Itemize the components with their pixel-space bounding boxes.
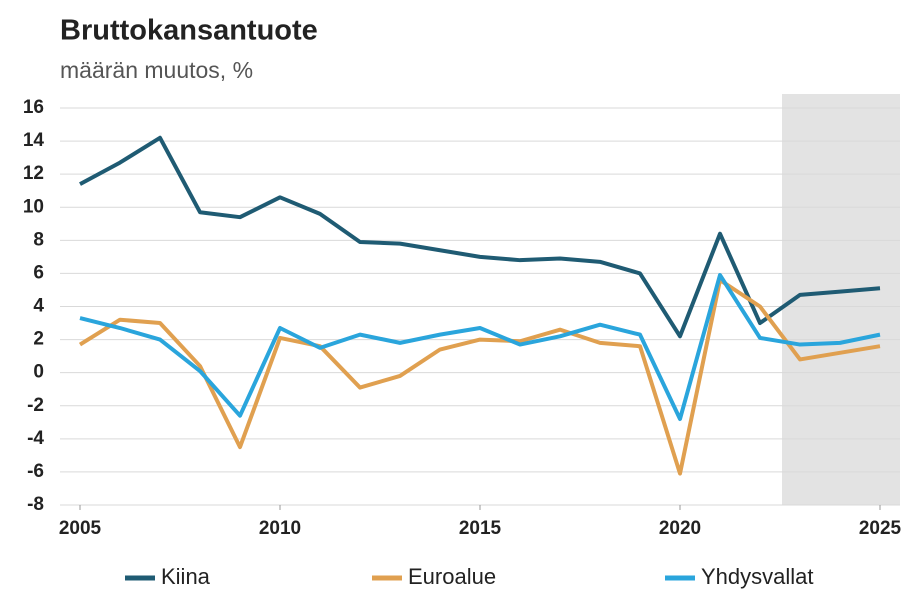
x-tick-label: 2015 (459, 518, 502, 539)
y-tick-label: 6 (33, 262, 44, 283)
y-tick-label: 16 (23, 97, 44, 118)
y-tick-label: -2 (27, 395, 44, 416)
y-tick-label: 0 (33, 362, 44, 383)
x-tick-label: 2005 (59, 518, 102, 539)
y-tick-label: 4 (33, 296, 44, 317)
y-tick-label: -8 (27, 494, 44, 515)
y-tick-label: -6 (27, 461, 44, 482)
legend-label: Yhdysvallat (701, 564, 814, 589)
series-line (79, 273, 881, 421)
x-tick-label: 2020 (659, 518, 701, 539)
y-tick-label: 8 (33, 229, 44, 250)
x-tick-label: 2025 (859, 518, 902, 539)
y-tick-label: 10 (23, 196, 44, 217)
forecast-shade (782, 94, 900, 505)
y-tick-label: 2 (33, 329, 44, 350)
series-line (78, 278, 881, 476)
chart-subtitle: määrän muutos, % (60, 57, 253, 83)
y-tick-label: 12 (23, 163, 44, 184)
legend-label: Kiina (161, 564, 211, 589)
legend-label: Euroalue (408, 564, 496, 589)
y-tick-label: 14 (23, 130, 45, 151)
series-line (79, 135, 881, 339)
chart-title: Bruttokansantuote (60, 15, 318, 47)
y-tick-label: -4 (27, 428, 44, 449)
x-tick-label: 2010 (259, 518, 301, 539)
